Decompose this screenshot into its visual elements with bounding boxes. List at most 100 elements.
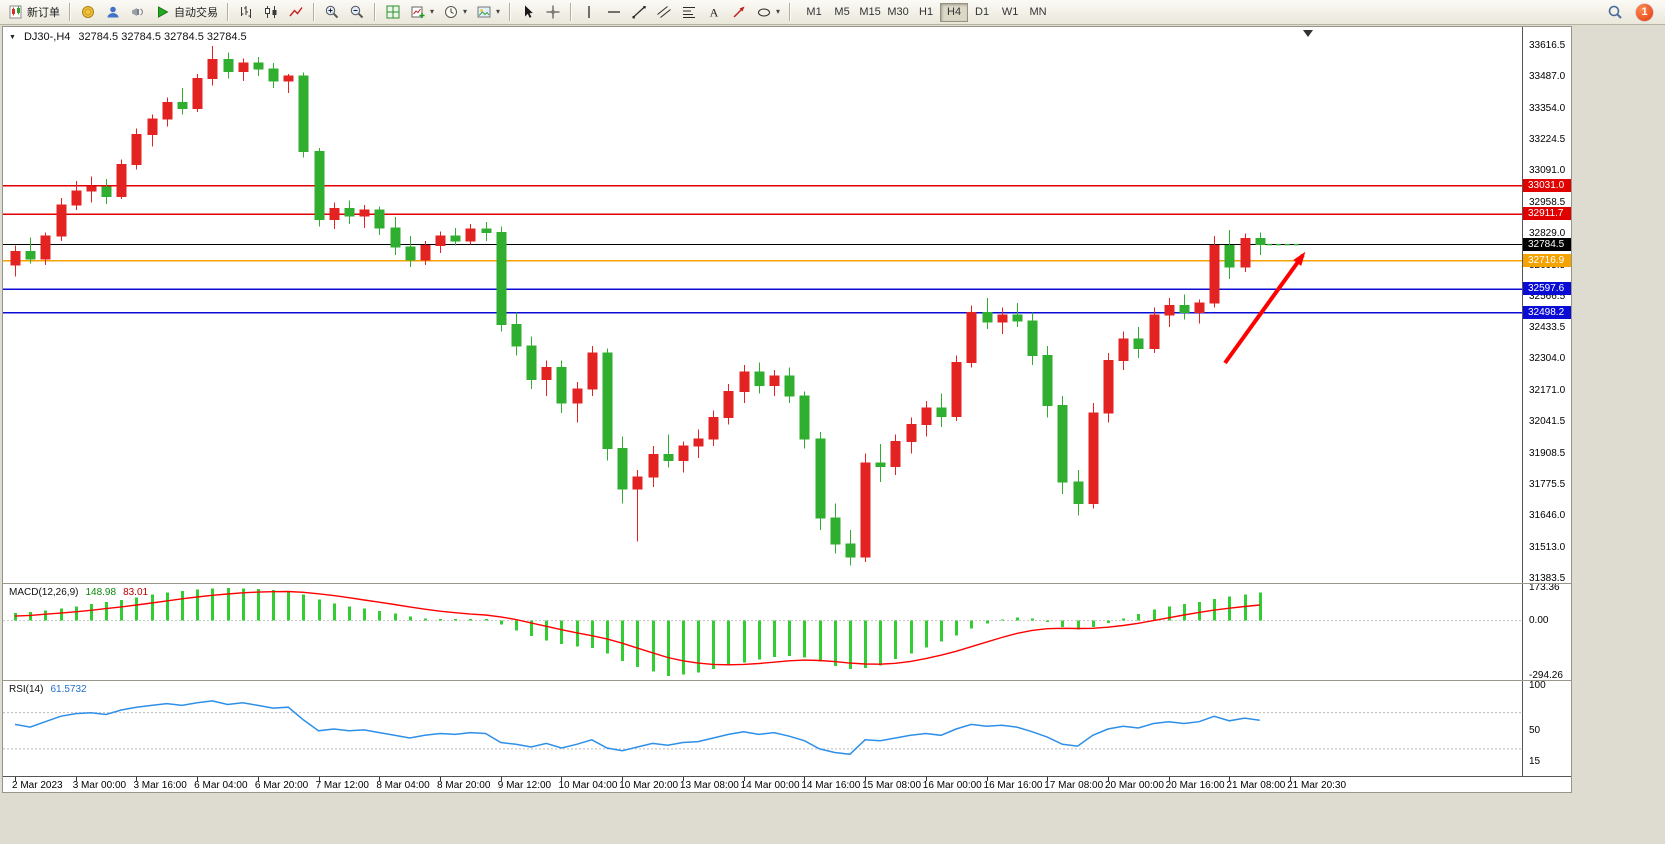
symbol-period-label: DJ30-,H4 — [23, 31, 71, 43]
new-chart-button[interactable]: ▾ — [406, 2, 438, 23]
search-button[interactable] — [1603, 2, 1627, 23]
trend-arrow[interactable] — [1223, 251, 1306, 365]
announcement-button[interactable] — [126, 2, 150, 23]
auto-trading-button[interactable]: 自动交易 — [151, 2, 222, 23]
tile-windows-icon — [386, 5, 400, 19]
timeframe-toolbar: M1 M5 M15 M30 H1 H4 D1 W1 MN — [800, 2, 1052, 22]
price-tag: 32716.9 — [1523, 253, 1571, 267]
text-tool-button[interactable]: A — [702, 2, 726, 23]
fibonacci-tool-button[interactable] — [677, 2, 701, 23]
time-axis-label: 9 Mar 12:00 — [497, 780, 552, 791]
coins-button[interactable] — [76, 2, 100, 23]
price-axis[interactable]: 33616.5 33487.0 33354.0 33224.5 33091.0 32958… — [1522, 27, 1571, 776]
timeframe-h1[interactable]: H1 — [912, 3, 940, 22]
time-axis-label: 10 Mar 04:00 — [558, 780, 618, 791]
chevron-down-icon: ▾ — [463, 7, 468, 16]
chart-shift-marker[interactable] — [1303, 30, 1313, 37]
toolbar-separator — [227, 3, 229, 21]
text-icon: A — [710, 6, 719, 20]
rsi-panel[interactable] — [3, 681, 1522, 776]
auto-trading-label: 自动交易 — [174, 7, 218, 19]
macd-panel-splitter[interactable] — [3, 583, 1571, 584]
crosshair-button[interactable] — [541, 2, 565, 23]
time-tick — [561, 777, 563, 781]
line-chart-button[interactable] — [284, 2, 308, 23]
chevron-down-icon: ▾ — [776, 7, 781, 16]
user-icon — [107, 6, 119, 18]
timeframe-d1[interactable]: D1 — [968, 3, 996, 22]
time-axis-label: 3 Mar 16:00 — [133, 780, 187, 791]
time-tick — [257, 777, 259, 781]
toolbar-right-group: 1 — [1603, 2, 1661, 23]
time-tick — [682, 777, 684, 781]
timeframe-m30[interactable]: M30 — [884, 3, 912, 22]
timeframe-m1[interactable]: M1 — [800, 3, 828, 22]
time-tick — [622, 777, 624, 781]
chart-menu-caret-icon[interactable]: ▼ — [9, 33, 16, 41]
user-button[interactable] — [101, 2, 125, 23]
bar-chart-button[interactable] — [234, 2, 258, 23]
timeframe-h4[interactable]: H4 — [940, 2, 969, 22]
zoom-out-icon — [350, 5, 364, 19]
price-axis-label: 31383.5 — [1529, 573, 1566, 585]
coins-icon — [82, 6, 94, 18]
timeframe-m5[interactable]: M5 — [828, 3, 856, 22]
notification-badge[interactable]: 1 — [1636, 3, 1653, 21]
time-axis-label: 17 Mar 08:00 — [1044, 780, 1104, 791]
vertical-line-tool-button[interactable] — [577, 2, 601, 23]
horizontal-line-icon — [608, 11, 621, 13]
timeframe-mn[interactable]: MN — [1024, 3, 1052, 22]
price-axis-label: 33487.0 — [1529, 70, 1566, 82]
price-axis-label: 31908.5 — [1529, 447, 1566, 459]
new-order-label: 新订单 — [27, 7, 60, 19]
time-axis-label: 16 Mar 16:00 — [983, 780, 1043, 791]
zoom-in-button[interactable] — [320, 2, 344, 23]
candlestick-chart-button[interactable] — [259, 2, 283, 23]
price-axis-label: 32958.5 — [1529, 197, 1566, 209]
macd-panel[interactable] — [3, 584, 1522, 680]
toolbar-separator — [789, 3, 792, 21]
cursor-icon — [525, 5, 533, 18]
price-axis-label: 32829.0 — [1529, 227, 1566, 239]
timeframe-w1[interactable]: W1 — [996, 3, 1024, 22]
horizontal-line-tool-button[interactable] — [602, 2, 626, 23]
time-tick — [1168, 777, 1170, 781]
time-axis-label: 14 Mar 16:00 — [801, 780, 861, 791]
horizontal-lines — [3, 185, 1522, 314]
time-tick — [925, 777, 927, 781]
price-axis-label: 32041.5 — [1529, 415, 1566, 427]
shapes-tool-button[interactable]: ▾ — [752, 2, 784, 23]
new-order-button[interactable]: 新订单 — [4, 2, 64, 23]
new-order-icon — [9, 5, 22, 19]
time-axis[interactable]: 2 Mar 2023 3 Mar 00:00 3 Mar 16:00 6 Mar 04… — [3, 776, 1571, 792]
auto-trading-icon — [158, 6, 169, 18]
time-axis-label: 20 Mar 16:00 — [1165, 780, 1225, 791]
price-axis-label: 31775.5 — [1529, 479, 1566, 491]
tile-windows-button[interactable] — [381, 2, 405, 23]
crosshair-icon — [546, 5, 560, 19]
periods-button[interactable]: ▾ — [439, 2, 471, 23]
time-tick — [75, 777, 77, 781]
price-axis-label: 33354.0 — [1529, 102, 1566, 114]
ohlc-values: 32784.5 32784.5 32784.5 32784.5 — [78, 31, 247, 43]
time-axis-label: 6 Mar 20:00 — [254, 780, 309, 791]
time-axis-label: 3 Mar 00:00 — [72, 780, 127, 791]
trendline-tool-button[interactable] — [627, 2, 651, 23]
search-icon — [1608, 5, 1622, 19]
rsi-panel-splitter[interactable] — [3, 680, 1571, 681]
rsi-name: RSI(14) — [9, 684, 44, 695]
bar-chart-icon — [241, 6, 251, 18]
price-chart[interactable] — [3, 27, 1522, 583]
rsi-axis-label: 50 — [1529, 724, 1541, 736]
price-axis-label: 31646.0 — [1529, 510, 1566, 522]
channel-tool-button[interactable] — [652, 2, 676, 23]
timeframe-m15[interactable]: M15 — [856, 3, 884, 22]
price-axis-label: 32304.0 — [1529, 353, 1566, 365]
zoom-out-button[interactable] — [345, 2, 369, 23]
arrow-object-tool-button[interactable] — [727, 2, 751, 23]
macd-name: MACD(12,26,9) — [9, 587, 79, 598]
time-tick — [865, 777, 867, 781]
templates-button[interactable]: ▾ — [472, 2, 504, 23]
cursor-button[interactable] — [516, 2, 540, 23]
time-axis-label: 6 Mar 04:00 — [194, 780, 248, 791]
